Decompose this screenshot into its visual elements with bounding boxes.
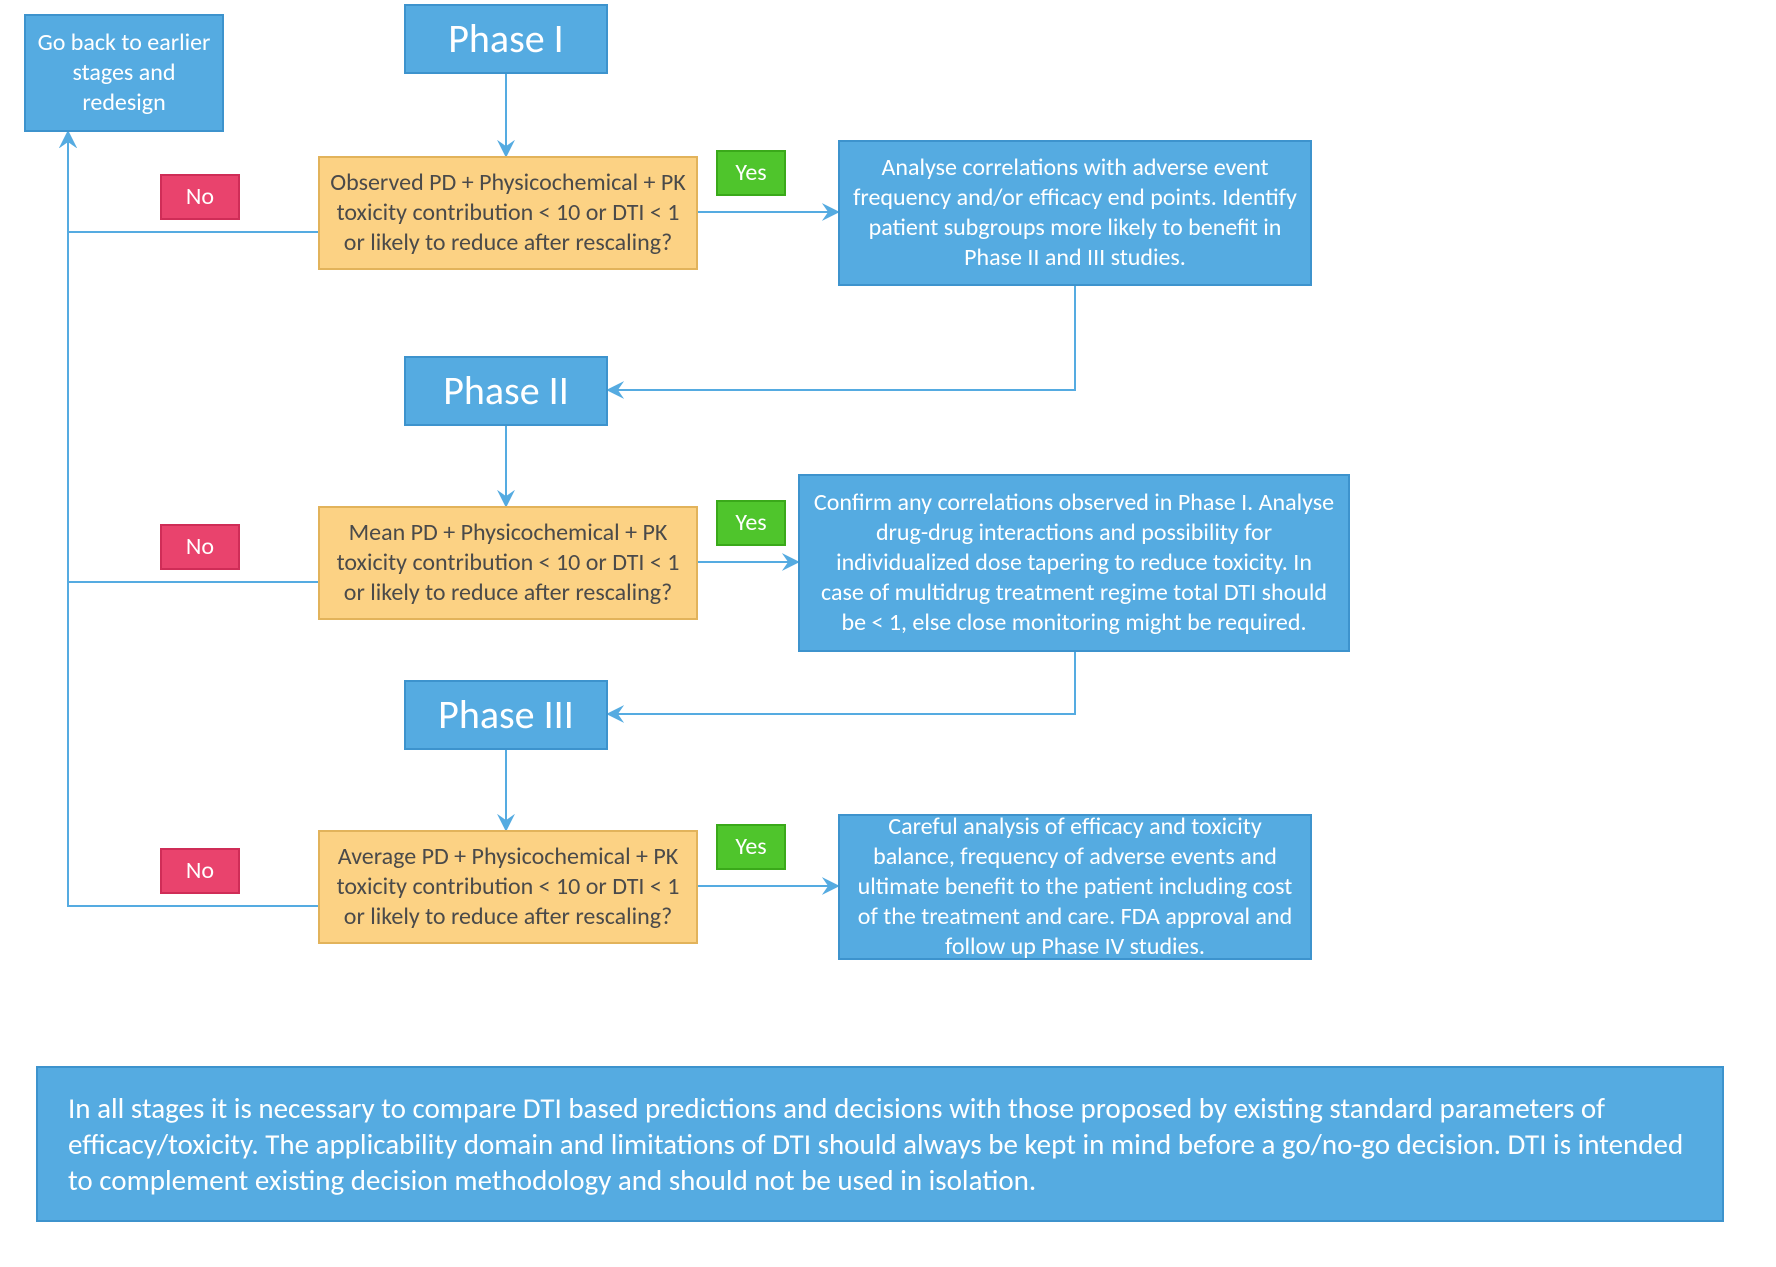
node-redesign: Go back to earlier stages and redesign bbox=[24, 14, 224, 132]
node-dec3: Average PD + Physicochemical + PK toxici… bbox=[318, 830, 698, 944]
node-phase3: Phase III bbox=[404, 680, 608, 750]
node-phase1: Phase I bbox=[404, 4, 608, 74]
edge-out2-to-phase3 bbox=[608, 652, 1075, 714]
edge-out1-to-phase2 bbox=[608, 286, 1075, 390]
node-out3: Careful analysis of efficacy and toxicit… bbox=[838, 814, 1312, 960]
node-dec1: Observed PD + Physicochemical + PK toxic… bbox=[318, 156, 698, 270]
node-no2: No bbox=[160, 524, 240, 570]
edge-dec3-to-redesign bbox=[68, 132, 318, 906]
flowchart-stage: Go back to earlier stages and redesign Ph… bbox=[0, 0, 1776, 1267]
node-dec2: Mean PD + Physicochemical + PK toxicity … bbox=[318, 506, 698, 620]
node-footer: In all stages it is necessary to compare… bbox=[36, 1066, 1724, 1222]
node-yes3: Yes bbox=[716, 824, 786, 870]
node-no3: No bbox=[160, 848, 240, 894]
node-no1: No bbox=[160, 174, 240, 220]
node-out2: Confirm any correlations observed in Pha… bbox=[798, 474, 1350, 652]
node-yes2: Yes bbox=[716, 500, 786, 546]
node-out1: Analyse correlations with adverse event … bbox=[838, 140, 1312, 286]
node-phase2: Phase II bbox=[404, 356, 608, 426]
node-yes1: Yes bbox=[716, 150, 786, 196]
